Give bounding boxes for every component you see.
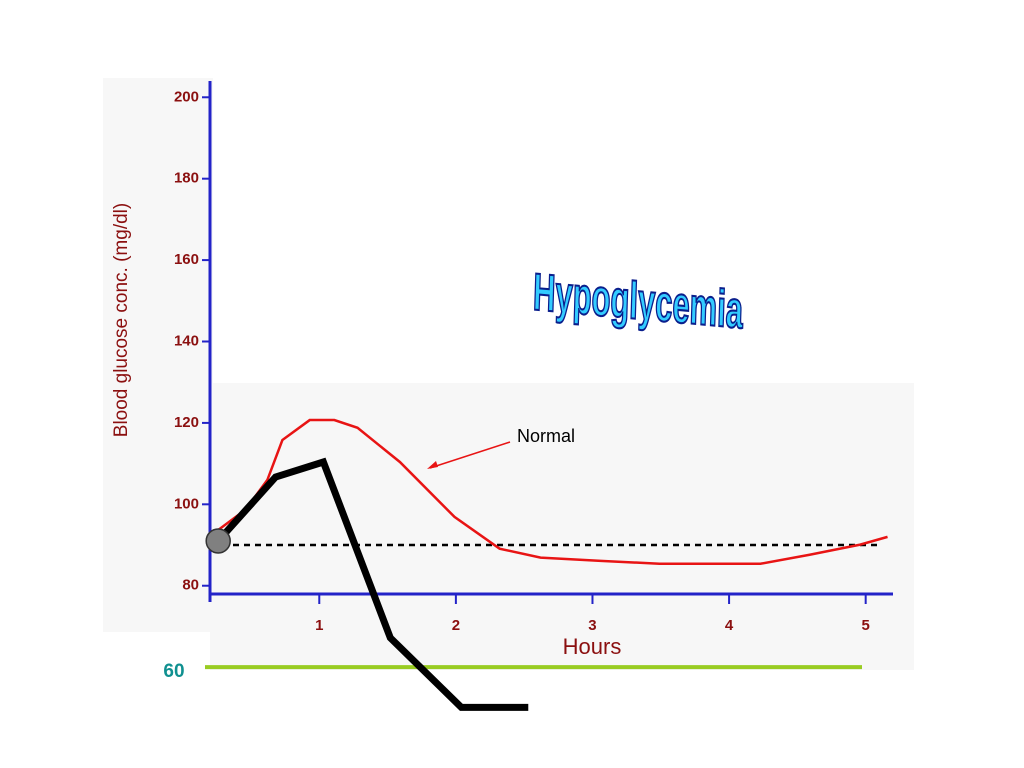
word-art-title: Hypoglycemia	[532, 263, 744, 340]
threshold-label: 60	[163, 661, 184, 682]
y-tick-label: 100	[174, 495, 199, 512]
x-axis-label: Hours	[563, 634, 622, 659]
y-tick-label: 160	[174, 251, 199, 268]
y-tick-label: 80	[182, 577, 199, 594]
series-line	[217, 418, 888, 565]
panel	[103, 78, 213, 632]
y-axis-label: Blood glucose conc. (mg/dl)	[111, 203, 132, 437]
x-tick-label: 1	[315, 617, 323, 634]
y-tick-label: 120	[174, 414, 199, 431]
x-tick-label: 4	[725, 617, 734, 634]
series-line	[215, 457, 529, 711]
start-marker	[205, 528, 231, 554]
y-tick-label: 200	[174, 88, 199, 105]
y-tick-label: 180	[174, 170, 199, 187]
x-tick-label: 2	[452, 617, 460, 634]
annotation-arrow	[429, 441, 511, 469]
panel	[210, 383, 914, 670]
annotation: Normal	[517, 426, 575, 446]
x-tick-label: 5	[862, 617, 870, 634]
y-tick-label: 140	[174, 332, 199, 349]
arrow-head	[427, 461, 438, 469]
x-tick-label: 3	[588, 617, 596, 634]
